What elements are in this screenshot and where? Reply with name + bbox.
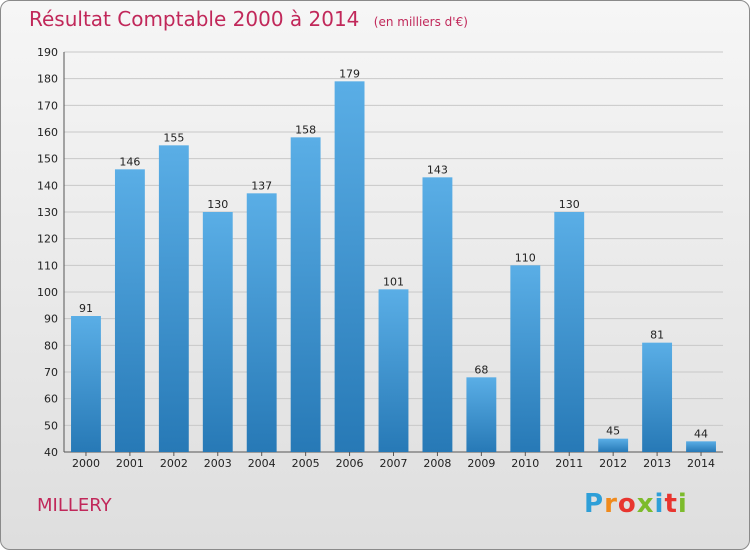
bar-2004 bbox=[246, 193, 277, 453]
chart-title: Résultat Comptable 2000 à 2014 (en milli… bbox=[29, 7, 468, 31]
y-tick-label: 130 bbox=[37, 206, 58, 219]
bar-2005 bbox=[290, 137, 321, 453]
place-name: MILLERY bbox=[37, 495, 112, 516]
bar-2000 bbox=[71, 316, 101, 452]
bar-value-label: 130 bbox=[207, 198, 228, 211]
chart-title-text: Résultat Comptable 2000 à 2014 bbox=[29, 7, 360, 31]
x-tick-label: 2009 bbox=[467, 457, 495, 470]
bar-value-label: 155 bbox=[163, 131, 184, 144]
bar-2010 bbox=[510, 265, 541, 452]
x-tick-label: 2007 bbox=[380, 457, 408, 470]
bar-2011 bbox=[554, 212, 585, 452]
bar-value-label: 143 bbox=[427, 163, 448, 176]
y-tick-label: 60 bbox=[44, 393, 58, 406]
bar-value-label: 110 bbox=[515, 251, 536, 264]
bar-value-label: 158 bbox=[295, 123, 316, 136]
bar-value-label: 81 bbox=[650, 329, 664, 342]
x-tick-label: 2011 bbox=[555, 457, 583, 470]
bar-value-label: 130 bbox=[559, 198, 580, 211]
x-tick-label: 2013 bbox=[643, 457, 671, 470]
bar-value-label: 179 bbox=[339, 67, 360, 80]
y-tick-label: 100 bbox=[37, 286, 58, 299]
x-tick-label: 2006 bbox=[336, 457, 364, 470]
bar-2002 bbox=[158, 145, 189, 453]
bar-2003 bbox=[202, 212, 233, 452]
y-tick-label: 40 bbox=[44, 446, 58, 459]
bar-2001 bbox=[114, 169, 145, 453]
bar-2006 bbox=[334, 81, 365, 452]
y-tick-label: 180 bbox=[37, 73, 58, 86]
bar-2014 bbox=[686, 441, 716, 452]
bar-2013 bbox=[642, 342, 673, 452]
y-tick-label: 150 bbox=[37, 153, 58, 166]
x-tick-label: 2005 bbox=[292, 457, 320, 470]
bar-value-label: 101 bbox=[383, 275, 404, 288]
bar-2012 bbox=[598, 438, 629, 452]
bar-value-label: 146 bbox=[119, 155, 140, 168]
y-tick-label: 120 bbox=[37, 233, 58, 246]
x-tick-label: 2012 bbox=[599, 457, 627, 470]
bar-value-label: 68 bbox=[474, 363, 488, 376]
y-tick-label: 70 bbox=[44, 366, 58, 379]
x-tick-label: 2002 bbox=[160, 457, 188, 470]
x-tick-label: 2003 bbox=[204, 457, 232, 470]
y-tick-label: 90 bbox=[44, 313, 58, 326]
x-tick-label: 2004 bbox=[248, 457, 276, 470]
bar-value-label: 45 bbox=[606, 425, 620, 438]
y-tick-label: 50 bbox=[44, 419, 58, 432]
bar-value-label: 137 bbox=[251, 179, 272, 192]
bar-2009 bbox=[466, 377, 497, 452]
bar-value-label: 44 bbox=[694, 427, 708, 440]
x-tick-label: 2010 bbox=[511, 457, 539, 470]
y-tick-label: 80 bbox=[44, 339, 58, 352]
bar-2008 bbox=[422, 177, 453, 453]
proxiti-logo: Proxiti bbox=[584, 489, 688, 519]
y-tick-label: 160 bbox=[37, 126, 58, 139]
bar-2007 bbox=[378, 289, 409, 452]
y-tick-label: 110 bbox=[37, 259, 58, 272]
x-tick-label: 2000 bbox=[72, 457, 100, 470]
y-tick-label: 140 bbox=[37, 179, 58, 192]
y-tick-label: 190 bbox=[37, 46, 58, 59]
x-tick-label: 2008 bbox=[423, 457, 451, 470]
y-tick-label: 170 bbox=[37, 99, 58, 112]
x-tick-label: 2001 bbox=[116, 457, 144, 470]
bar-value-label: 91 bbox=[79, 302, 93, 315]
chart-subtitle: (en milliers d'€) bbox=[373, 15, 468, 29]
x-tick-label: 2014 bbox=[687, 457, 715, 470]
